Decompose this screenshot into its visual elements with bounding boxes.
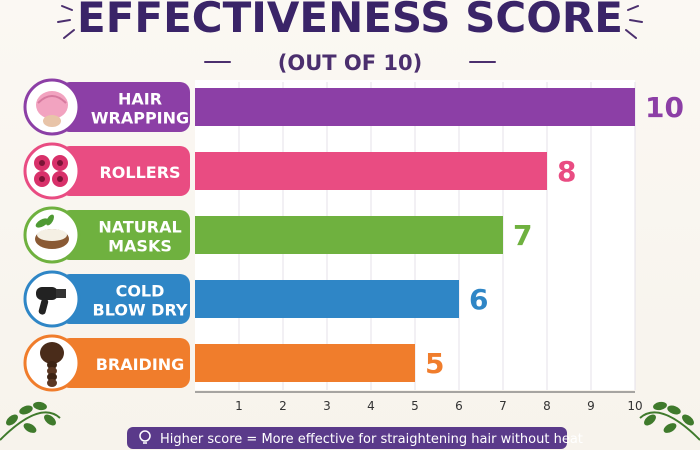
- bar: [195, 280, 459, 318]
- value-label: 6: [469, 283, 488, 316]
- x-tick-label: 3: [323, 399, 331, 413]
- x-tick-label: 8: [543, 399, 551, 413]
- value-label: 10: [645, 91, 684, 124]
- category-label: BLOW DRY: [93, 301, 188, 320]
- bar: [195, 344, 415, 382]
- natural-mask-icon-glyph: [35, 214, 69, 249]
- category-pill: [60, 210, 190, 260]
- category-label: WRAPPING: [91, 109, 189, 128]
- bar: [195, 152, 547, 190]
- x-tick-label: 6: [455, 399, 463, 413]
- lightbulb-icon: [139, 430, 151, 444]
- x-tick-label: 10: [627, 399, 642, 413]
- leaf-decoration-left: [0, 401, 61, 441]
- value-label: 8: [557, 155, 576, 188]
- category-pill: [60, 274, 190, 324]
- x-axis-ticks: 1 2 3 4 5 6 7 8 9 10: [195, 391, 643, 413]
- category-label: COLD: [116, 282, 165, 301]
- rollers-icon: [23, 142, 81, 200]
- x-tick-label: 4: [367, 399, 375, 413]
- category-label: NATURAL: [98, 218, 181, 237]
- x-tick-label: 2: [279, 399, 287, 413]
- braid-icon-glyph: [40, 342, 64, 387]
- category-label: HAIR: [118, 90, 162, 109]
- hair-wrap-icon-glyph: [36, 91, 68, 127]
- chart-title: EFFECTIVENESS SCORE: [77, 0, 623, 42]
- category-label: ROLLERS: [99, 163, 180, 182]
- sparkle-decorations: [57, 5, 643, 39]
- category-pill: [60, 146, 190, 196]
- category-label: MASKS: [108, 237, 172, 256]
- leaf-decoration-right: [639, 401, 700, 441]
- x-tick-label: 9: [587, 399, 595, 413]
- category-pill: [60, 82, 190, 132]
- chart-subtitle: (OUT OF 10): [278, 51, 422, 75]
- footnote-text: Higher score = More effective for straig…: [160, 432, 583, 447]
- rollers-icon-glyph: [34, 155, 68, 187]
- value-label: 7: [513, 219, 532, 252]
- bar: [195, 216, 503, 254]
- blow-dryer-icon-glyph: [36, 287, 66, 315]
- value-label: 5: [425, 347, 444, 380]
- category-pill: [60, 338, 190, 388]
- category-label: BRAIDING: [96, 355, 185, 374]
- x-tick-label: 5: [411, 399, 419, 413]
- bar: [195, 88, 635, 126]
- footnote-banner: [127, 427, 567, 449]
- x-tick-label: 7: [499, 399, 507, 413]
- x-tick-label: 1: [235, 399, 243, 413]
